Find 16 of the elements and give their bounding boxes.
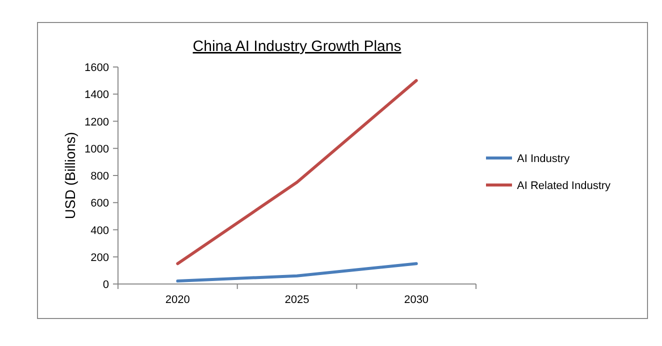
y-tick-label: 200 — [90, 252, 109, 264]
legend-label: AI Related Industry — [517, 180, 612, 192]
y-tick-label: 1000 — [84, 143, 109, 156]
y-tick-label: 600 — [90, 198, 109, 210]
x-tick-label: 2020 — [165, 294, 190, 306]
x-tick-label: 2025 — [284, 294, 310, 306]
y-tick-label: 400 — [90, 224, 109, 237]
y-axis-title: USD (Billions) — [62, 132, 78, 220]
y-tick-label: 1200 — [84, 116, 109, 128]
y-tick-label: 0 — [102, 279, 109, 291]
legend-label: AI Industry — [517, 153, 570, 165]
y-tick-label: 1600 — [84, 62, 109, 74]
y-tick-label: 800 — [90, 170, 109, 182]
y-tick-label: 1400 — [84, 89, 109, 102]
chart-title: China AI Industry Growth Plans — [192, 38, 402, 55]
x-tick-label: 2030 — [404, 294, 429, 306]
